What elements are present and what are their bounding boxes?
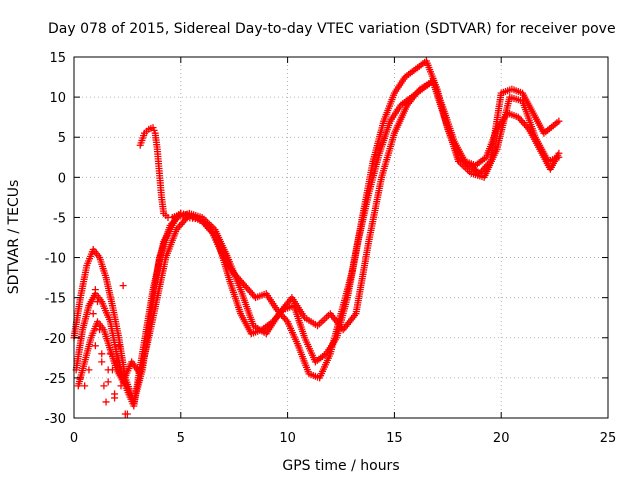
- data-layer: [70, 57, 563, 418]
- y-tick-label: 0: [58, 171, 66, 186]
- y-tick-label: -10: [45, 252, 66, 267]
- data-point-scatter-1: [91, 286, 99, 294]
- y-tick-label: -30: [45, 412, 66, 427]
- data-point-scatter-2: [111, 394, 119, 402]
- x-tick-label: 15: [386, 431, 403, 446]
- data-point-early-branch: [177, 209, 185, 217]
- chart-title: Day 078 of 2015, Sidereal Day-to-day VTE…: [48, 21, 616, 37]
- plot-frame: [73, 56, 609, 419]
- data-point-scatter-2: [91, 342, 99, 350]
- data-point-scatter-1: [106, 350, 114, 358]
- data-point-scatter-1: [117, 370, 125, 378]
- y-tick-label: -25: [45, 372, 66, 387]
- data-point-scatter-1: [104, 378, 112, 386]
- x-tick-label: 5: [177, 431, 185, 446]
- tick-layer: [73, 56, 609, 419]
- y-tick-label: 15: [49, 51, 66, 66]
- y-tick-label: -15: [45, 292, 66, 307]
- data-point-scatter-2: [98, 350, 106, 358]
- y-tick-label: 5: [58, 131, 66, 146]
- data-point-scatter-1: [102, 398, 110, 406]
- y-axis-title: SDTVAR / TECUs: [6, 180, 22, 295]
- data-point-scatter-1: [96, 326, 104, 334]
- data-point-scatter-1: [119, 282, 127, 290]
- data-point-scatter-2: [85, 366, 93, 374]
- data-point-scatter-2: [104, 366, 112, 374]
- label-layer: 0 5 10 15 20 25 -30 -25 -20 -15 -10 -5 0 5 10 15: [45, 51, 617, 446]
- y-tick-label: -20: [45, 332, 66, 347]
- data-point-track-c: [555, 149, 563, 157]
- data-point-scatter-1: [93, 298, 101, 306]
- data-point-scatter-2: [117, 382, 125, 390]
- x-tick-label: 10: [279, 431, 296, 446]
- data-point-scatter-2: [123, 410, 131, 418]
- y-tick-label: 10: [49, 91, 66, 106]
- y-tick-label: -5: [53, 211, 66, 226]
- x-tick-label: 0: [70, 431, 78, 446]
- data-point-scatter-1: [113, 358, 121, 366]
- data-point-scatter-2: [81, 382, 89, 390]
- data-point-scatter-1: [100, 382, 108, 390]
- data-point-scatter-1: [115, 342, 123, 350]
- x-tick-label: 25: [600, 431, 617, 446]
- data-point-scatter-1: [89, 310, 97, 318]
- x-tick-label: 20: [493, 431, 510, 446]
- x-axis-title: GPS time / hours: [282, 458, 399, 474]
- data-point-track-a: [555, 117, 563, 125]
- data-point-scatter-1: [98, 358, 106, 366]
